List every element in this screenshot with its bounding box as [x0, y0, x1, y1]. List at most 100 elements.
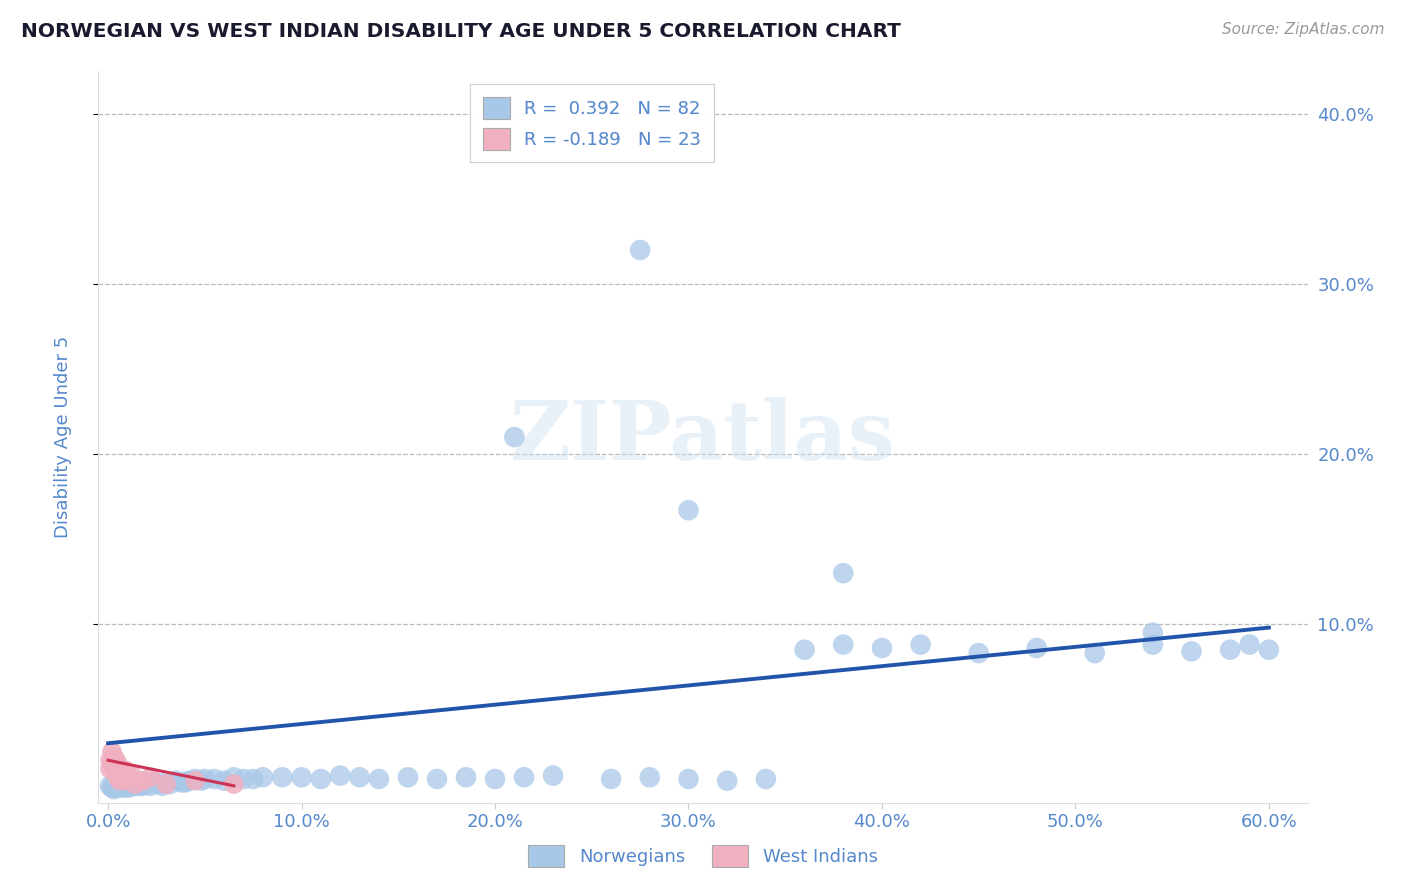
Point	[112, 770, 135, 784]
Point	[111, 767, 134, 781]
Point	[124, 777, 146, 791]
Point	[329, 768, 352, 782]
Point	[148, 777, 170, 791]
Point	[1142, 625, 1164, 640]
Point	[118, 777, 141, 791]
Point	[98, 753, 121, 767]
Point	[103, 777, 125, 791]
Point	[271, 770, 294, 784]
Point	[832, 638, 855, 652]
Point	[184, 773, 207, 788]
Point	[114, 780, 136, 795]
Point	[232, 772, 254, 786]
Point	[143, 775, 166, 789]
Point	[155, 777, 177, 791]
Point	[716, 773, 738, 788]
Point	[212, 773, 235, 788]
Y-axis label: Disability Age Under 5: Disability Age Under 5	[53, 336, 72, 538]
Point	[678, 503, 700, 517]
Point	[242, 772, 264, 786]
Point	[117, 779, 139, 793]
Point	[122, 777, 145, 791]
Point	[155, 775, 177, 789]
Point	[111, 780, 134, 795]
Text: Source: ZipAtlas.com: Source: ZipAtlas.com	[1222, 22, 1385, 37]
Point	[755, 772, 778, 786]
Point	[98, 779, 121, 793]
Point	[114, 764, 136, 778]
Point	[967, 646, 990, 660]
Point	[103, 750, 125, 764]
Point	[309, 772, 332, 786]
Point	[678, 772, 700, 786]
Point	[174, 775, 197, 789]
Point	[108, 773, 131, 788]
Point	[132, 779, 155, 793]
Point	[124, 779, 146, 793]
Point	[135, 777, 157, 791]
Point	[101, 780, 124, 795]
Point	[103, 782, 125, 797]
Point	[638, 770, 661, 784]
Point	[503, 430, 526, 444]
Point	[114, 777, 136, 791]
Point	[117, 773, 139, 788]
Point	[484, 772, 506, 786]
Point	[870, 640, 893, 655]
Point	[127, 775, 149, 789]
Text: NORWEGIAN VS WEST INDIAN DISABILITY AGE UNDER 5 CORRELATION CHART: NORWEGIAN VS WEST INDIAN DISABILITY AGE …	[21, 22, 901, 41]
Point	[1142, 638, 1164, 652]
Point	[112, 779, 135, 793]
Point	[349, 770, 371, 784]
Point	[204, 772, 226, 786]
Point	[793, 642, 815, 657]
Point	[108, 779, 131, 793]
Point	[103, 760, 125, 774]
Point	[194, 772, 217, 786]
Point	[129, 777, 152, 791]
Point	[600, 772, 623, 786]
Text: ZIPatlas: ZIPatlas	[510, 397, 896, 477]
Point	[107, 777, 129, 791]
Point	[107, 780, 129, 795]
Point	[252, 770, 274, 784]
Point	[159, 777, 181, 791]
Point	[290, 770, 312, 784]
Point	[1084, 646, 1107, 660]
Point	[1219, 642, 1241, 657]
Point	[120, 779, 142, 793]
Point	[628, 243, 651, 257]
Point	[1180, 644, 1202, 658]
Point	[832, 566, 855, 581]
Point	[108, 762, 131, 776]
Point	[368, 772, 391, 786]
Point	[910, 638, 932, 652]
Point	[541, 768, 564, 782]
Legend: R =  0.392   N = 82, R = -0.189   N = 23: R = 0.392 N = 82, R = -0.189 N = 23	[470, 84, 714, 162]
Point	[190, 773, 212, 788]
Point	[101, 756, 124, 771]
Point	[179, 773, 201, 788]
Point	[170, 775, 193, 789]
Point	[128, 779, 150, 793]
Point	[134, 775, 156, 789]
Point	[139, 779, 162, 793]
Point	[1025, 640, 1047, 655]
Point	[165, 773, 187, 788]
Point	[104, 767, 127, 781]
Point	[120, 767, 142, 781]
Point	[132, 773, 155, 788]
Point	[1239, 638, 1261, 652]
Point	[107, 756, 129, 771]
Point	[104, 779, 127, 793]
Point	[139, 770, 162, 784]
Point	[222, 770, 245, 784]
Point	[104, 775, 127, 789]
Point	[513, 770, 536, 784]
Point	[150, 779, 173, 793]
Point	[98, 762, 121, 776]
Point	[107, 770, 129, 784]
Point	[118, 780, 141, 795]
Point	[111, 777, 134, 791]
Point	[222, 777, 245, 791]
